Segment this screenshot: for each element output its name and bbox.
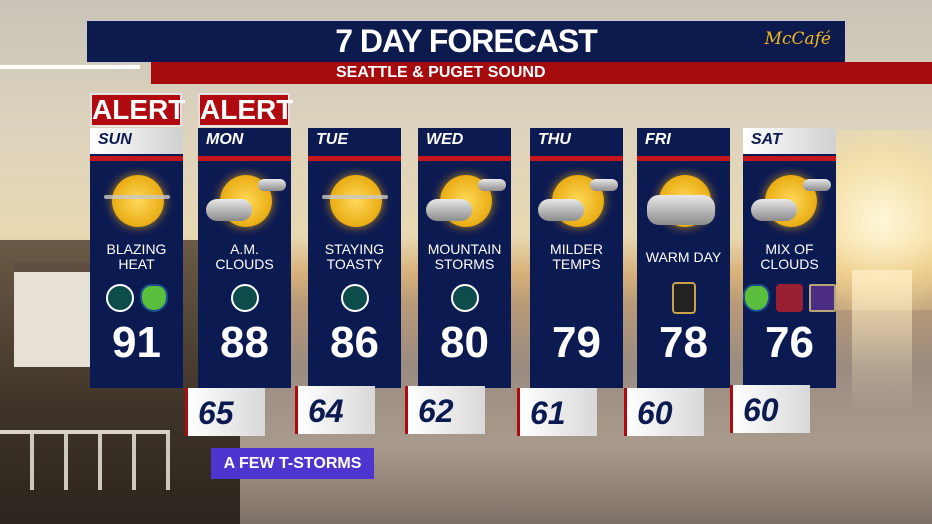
divider (0, 65, 140, 69)
day-card-thu: THU MILDER TEMPS 79 (530, 128, 623, 388)
background-lighthouse (14, 262, 94, 367)
low-temp: 61 (517, 388, 597, 436)
day-card-sat: SAT MIX OF CLOUDS 76 (743, 128, 836, 388)
subtitle: SEATTLE & PUGET SOUND (151, 62, 932, 84)
divider (198, 156, 291, 161)
divider (743, 156, 836, 161)
header-bar: 7 DAY FORECAST McCafé (86, 20, 846, 63)
high-temp: 79 (552, 318, 601, 367)
forecast-description: A.M. CLOUDS (215, 241, 274, 272)
sun-icon (112, 175, 164, 227)
cloud-icon (647, 195, 715, 225)
divider (418, 156, 511, 161)
team-logos (743, 278, 836, 318)
day-label: SAT (743, 128, 836, 154)
wsu-logo-icon (776, 284, 803, 312)
weather-icon (418, 161, 511, 236)
haze-icon (104, 195, 170, 199)
weather-icon (530, 161, 623, 236)
cloud-icon (206, 199, 252, 221)
forecast-description: MOUNTAIN STORMS (427, 241, 502, 272)
low-temp: 60 (730, 385, 810, 433)
background-glint (852, 270, 912, 410)
team-logos (637, 278, 730, 318)
day-card-fri: FRI WARM DAY 78 (637, 128, 730, 388)
cloud-icon (751, 199, 797, 221)
day-label: FRI (645, 131, 671, 148)
page-title: 7 DAY FORECAST (335, 23, 598, 59)
low-temp: 64 (295, 386, 375, 434)
mariners-logo-icon (230, 284, 259, 312)
cloud-icon (426, 199, 472, 221)
mariners-logo-icon (105, 284, 134, 312)
sounders-logo-icon (743, 284, 770, 312)
forecast-description: MIX OF CLOUDS (760, 241, 819, 272)
low-temp: 65 (185, 388, 265, 436)
team-logos (90, 278, 183, 318)
forecast-description: MILDER TEMPS (550, 241, 603, 272)
uw-logo-icon (809, 284, 836, 312)
cloud-icon (258, 179, 286, 191)
day-label: THU (538, 131, 571, 148)
cloud-icon (538, 199, 584, 221)
mariners-logo-icon (340, 284, 369, 312)
forecast-description: WARM DAY (645, 248, 722, 265)
divider (637, 156, 730, 161)
team-logos (530, 278, 623, 318)
low-temp: 62 (405, 386, 485, 434)
day-card-wed: WED MOUNTAIN STORMS 80 (418, 128, 511, 388)
high-temp: 80 (440, 318, 489, 367)
weather-icon (637, 161, 730, 236)
haze-icon (322, 195, 388, 199)
weather-icon (308, 161, 401, 236)
alert-badge: ALERT (90, 93, 186, 127)
day-card-mon: MON A.M. CLOUDS 88 (198, 128, 291, 388)
low-temp: 60 (624, 388, 704, 436)
sun-icon (330, 175, 382, 227)
day-card-tue: TUE STAYING TOASTY 86 (308, 128, 401, 388)
high-temp: 88 (220, 318, 269, 367)
day-label: WED (426, 131, 464, 148)
day-card-sun: SUN BLAZING HEAT 91 (90, 128, 183, 388)
divider (90, 156, 183, 161)
divider (530, 156, 623, 161)
background-pier (0, 430, 170, 490)
forecast-description: STAYING TOASTY (324, 241, 385, 272)
high-temp: 91 (112, 318, 161, 367)
day-label: TUE (316, 131, 348, 148)
cloud-icon (803, 179, 831, 191)
cloud-icon (478, 179, 506, 191)
sponsor-logo: McCafé (764, 29, 831, 49)
day-label: MON (206, 131, 244, 148)
storm-note: A FEW T-STORMS (211, 448, 374, 479)
team-logos (418, 278, 511, 318)
high-temp: 86 (330, 318, 379, 367)
high-temp: 78 (659, 318, 708, 367)
day-label: SUN (90, 128, 183, 154)
cloud-icon (590, 179, 618, 191)
divider (308, 156, 401, 161)
forecast-description: BLAZING HEAT (106, 241, 167, 272)
team-logos (198, 278, 291, 318)
weather-icon (90, 161, 183, 236)
weather-icon (198, 161, 291, 236)
team-logos (308, 278, 401, 318)
high-temp: 76 (765, 318, 814, 367)
alert-badge: ALERT (198, 93, 294, 127)
reign-logo-icon (671, 282, 696, 314)
weather-icon (743, 161, 836, 236)
mariners-logo-icon (450, 284, 479, 312)
sounders-logo-icon (139, 284, 168, 312)
